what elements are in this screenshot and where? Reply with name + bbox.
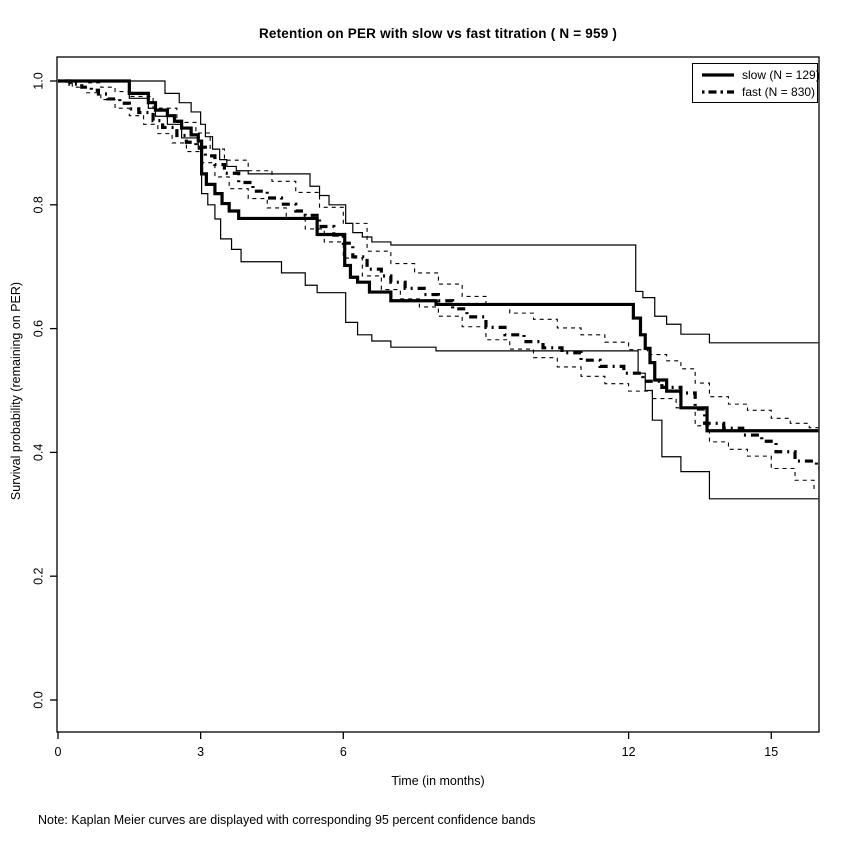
footnote: Note: Kaplan Meier curves are displayed …	[38, 813, 536, 827]
legend-line-sample	[702, 72, 734, 77]
series-slow-curve	[58, 79, 819, 433]
chart-title: Retention on PER with slow vs fast titra…	[258, 26, 618, 41]
series-slow-upper-ci-curve	[58, 80, 819, 344]
legend-entry-label: fast (N = 830)	[742, 84, 816, 99]
x-tick-label: 12	[622, 745, 636, 759]
x-axis-label: Time (in months)	[391, 774, 485, 788]
legend: slow (N = 129) fast (N = 830)	[692, 63, 820, 103]
y-tick-label: 0.4	[31, 444, 45, 461]
x-tick-label: 3	[197, 745, 204, 759]
y-tick-label: 1.0	[31, 72, 45, 89]
x-tick-label: 0	[55, 745, 62, 759]
y-axis-label: Survival probability (remaining on PER)	[9, 281, 23, 501]
legend-entry-label: slow (N = 129)	[742, 67, 820, 82]
y-tick-label: 0.6	[31, 320, 45, 337]
y-tick-label: 0.0	[31, 691, 45, 708]
x-tick-label: 6	[340, 745, 347, 759]
plot-border	[56, 56, 820, 733]
y-tick-label: 0.2	[31, 567, 45, 584]
series-slow-lower-ci-curve	[58, 80, 819, 500]
legend-entry: fast (N = 830)	[693, 84, 817, 99]
series-fast-lower-ci-curve	[58, 80, 819, 489]
series-fast-upper-ci-curve	[58, 80, 819, 429]
series-fast-curve	[58, 79, 819, 470]
y-tick-label: 0.8	[31, 196, 45, 213]
legend-line-sample	[702, 89, 734, 94]
legend-entry: slow (N = 129)	[693, 67, 820, 82]
x-tick-label: 15	[764, 745, 778, 759]
